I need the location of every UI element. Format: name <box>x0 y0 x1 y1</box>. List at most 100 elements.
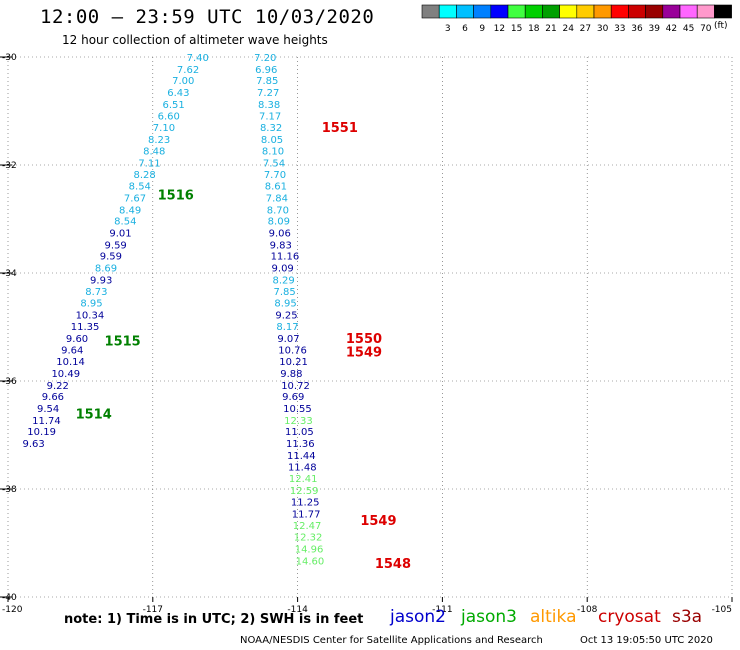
wave-height-label: 10.55 <box>283 404 312 415</box>
wave-height-label: 9.22 <box>47 381 69 392</box>
wave-height-label: 10.19 <box>27 427 56 438</box>
wave-height-label: 7.62 <box>177 65 199 76</box>
wave-height-label: 11.74 <box>32 416 61 427</box>
credit-line: NOAA/NESDIS Center for Satellite Applica… <box>240 635 543 646</box>
scale-swatch <box>679 4 698 19</box>
scale-swatch <box>490 4 509 19</box>
wave-height-label: 11.05 <box>285 427 314 438</box>
wave-height-label: 9.54 <box>37 404 59 415</box>
mission-cryosat: cryosat <box>598 607 661 627</box>
scale-swatch <box>628 4 646 19</box>
scale-swatch <box>524 4 543 19</box>
wave-height-label: 9.63 <box>22 439 44 450</box>
wave-height-label: 7.84 <box>266 193 288 204</box>
scale-label: 9 <box>479 24 485 34</box>
wave-height-label: 8.23 <box>148 135 170 146</box>
wave-height-label: 8.38 <box>258 100 280 111</box>
wave-height-label: 6.51 <box>162 100 184 111</box>
scale-label: 45 <box>683 24 694 34</box>
wave-height-label: 10.49 <box>51 369 80 380</box>
scale-swatch <box>438 4 457 19</box>
wave-height-label: 7.85 <box>273 287 295 298</box>
wave-height-label: 9.59 <box>105 240 127 251</box>
wave-height-label: 9.25 <box>275 311 297 322</box>
wave-height-label: 10.21 <box>279 357 308 368</box>
scale-label: 39 <box>648 24 660 34</box>
wave-height-label: 6.96 <box>255 65 277 76</box>
wave-height-label: 8.48 <box>143 146 165 157</box>
wave-height-label: 8.32 <box>260 123 282 134</box>
mission-jason3: jason3 <box>461 607 517 627</box>
wave-height-label: 10.76 <box>278 346 307 357</box>
scale-swatch <box>507 4 526 19</box>
wave-height-label: 8.73 <box>85 287 107 298</box>
wave-height-label: 8.61 <box>265 182 287 193</box>
wave-height-label: 7.54 <box>263 158 285 169</box>
x-tick-label: -114 <box>287 605 308 615</box>
map-grid <box>7 56 733 598</box>
wave-height-label: 10.34 <box>76 311 105 322</box>
wave-height-label: 7.67 <box>124 193 146 204</box>
scale-swatch <box>645 4 664 19</box>
wave-height-label: 11.48 <box>288 462 317 473</box>
wave-height-label: 9.93 <box>90 275 112 286</box>
wave-height-label: 8.54 <box>129 182 151 193</box>
wave-height-label: 12.32 <box>294 533 323 544</box>
wave-height-label: 7.10 <box>153 123 175 134</box>
wave-height-label: 9.59 <box>100 252 122 263</box>
pass-time-label: 1515 <box>105 335 141 350</box>
scale-swatch <box>421 4 440 19</box>
x-tick-label: -117 <box>143 605 163 615</box>
scale-label: 36 <box>631 24 643 34</box>
scale-swatch <box>696 4 715 19</box>
color-scale: 3 6 9 12 15 18 21 24 27 30 33 36 39 42 45 70 <box>421 4 732 34</box>
wave-height-label: 11.16 <box>271 252 300 263</box>
mission-jason2: jason2 <box>390 607 446 627</box>
wave-height-label: 6.60 <box>158 111 180 122</box>
wave-height-label: 9.07 <box>277 334 299 345</box>
x-tick-label: -111 <box>432 605 452 615</box>
x-tick-label: -105 <box>712 605 732 615</box>
wave-height-label: 7.11 <box>138 158 160 169</box>
wave-height-label: 8.09 <box>268 217 290 228</box>
pass-time-label: 1549 <box>360 514 396 529</box>
wave-height-label: 8.29 <box>273 275 295 286</box>
wave-height-label: 7.17 <box>259 111 281 122</box>
pass-time-label: 1514 <box>76 407 112 422</box>
mission-s3a: s3a <box>672 607 703 627</box>
map-title: 12:00 – 23:59 UTC 10/03/2020 <box>40 6 375 28</box>
wave-height-label: 9.60 <box>66 334 88 345</box>
wave-height-label: 9.01 <box>109 229 131 240</box>
wave-height-label: 12.41 <box>289 474 318 485</box>
scale-swatch <box>542 4 560 19</box>
wave-height-label: 7.20 <box>254 53 276 64</box>
wave-height-label: 9.88 <box>280 369 302 380</box>
wave-height-label: 9.09 <box>272 264 294 275</box>
scale-swatch <box>576 4 595 19</box>
wave-height-label: 7.40 <box>187 53 209 64</box>
scale-swatch <box>593 4 612 19</box>
scale-label: 42 <box>666 24 677 34</box>
scale-label: 21 <box>545 24 556 34</box>
scale-swatch <box>610 4 629 19</box>
scale-label: 30 <box>597 24 609 34</box>
scale-label: 18 <box>528 24 540 34</box>
track-labels: 7.407.627.006.436.516.607.108.238.487.11… <box>22 53 411 572</box>
wave-height-label: 9.66 <box>42 392 64 403</box>
wave-height-label: 8.28 <box>133 170 155 181</box>
wave-height-label: 7.00 <box>172 76 194 87</box>
y-tick-label: -36 <box>2 377 17 387</box>
wave-height-label: 12.59 <box>290 486 319 497</box>
footer-note: note: 1) Time is in UTC; 2) SWH is in fe… <box>64 612 364 627</box>
scale-label: 6 <box>462 24 468 34</box>
wave-height-label: 9.69 <box>282 392 304 403</box>
scale-label: 33 <box>614 24 625 34</box>
wave-height-label: 8.95 <box>274 299 296 310</box>
wave-height-label: 11.44 <box>287 451 316 462</box>
wave-height-label: 8.69 <box>95 264 117 275</box>
y-tick-label: -40 <box>2 593 17 603</box>
scale-swatch <box>456 4 474 19</box>
scale-label: 27 <box>580 24 591 34</box>
wave-height-label: 6.43 <box>167 88 189 99</box>
wave-height-label: 12.33 <box>284 416 313 427</box>
